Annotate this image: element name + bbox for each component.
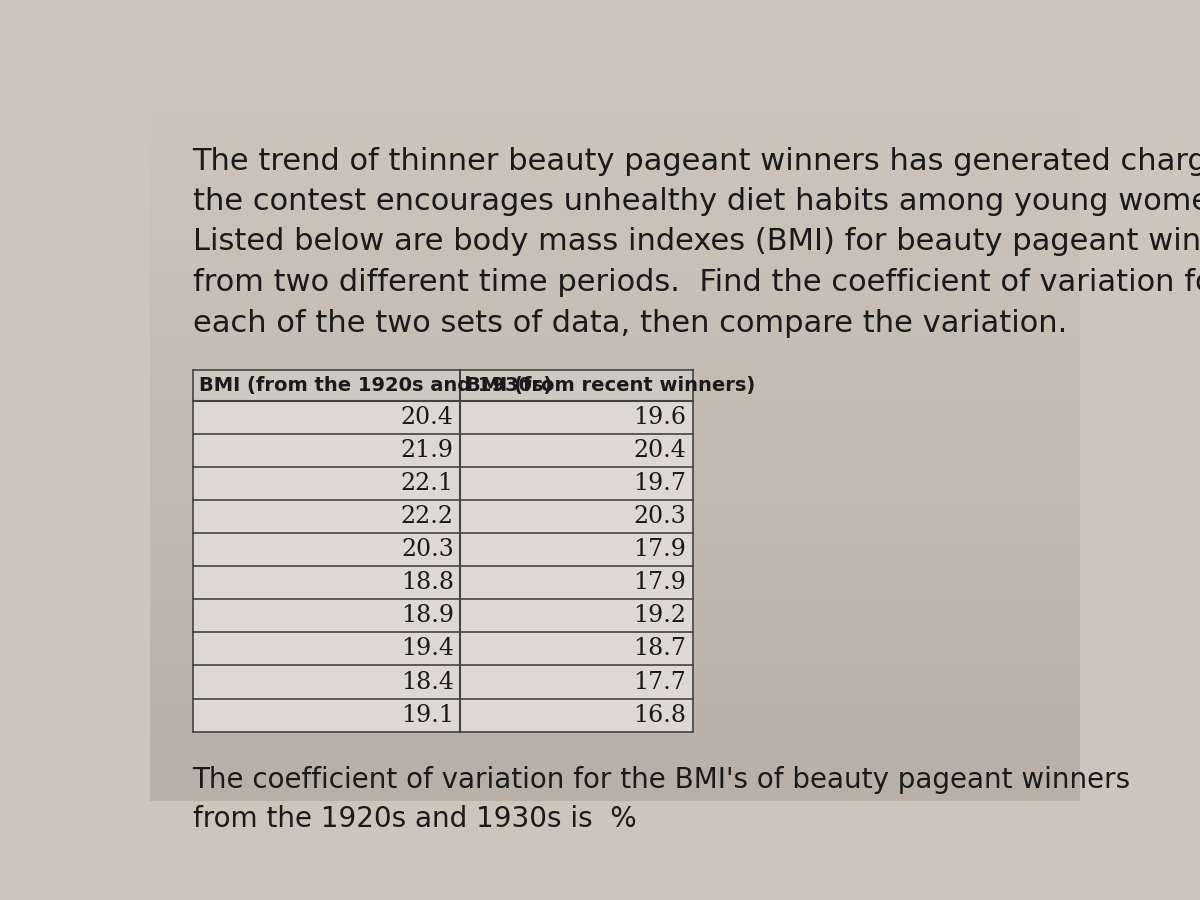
Text: 22.1: 22.1 [401, 472, 454, 495]
Bar [193, 599, 692, 633]
Text: BMI (from recent winners): BMI (from recent winners) [467, 375, 756, 395]
Bar [193, 566, 692, 599]
Text: 20.4: 20.4 [401, 406, 454, 428]
Text: 18.4: 18.4 [401, 670, 454, 694]
Text: 17.9: 17.9 [634, 572, 686, 594]
Text: 20.4: 20.4 [634, 439, 686, 462]
Text: 21.9: 21.9 [401, 439, 454, 462]
Text: The coefficient of variation for the BMI's of beauty pageant winners
from the 19: The coefficient of variation for the BMI… [193, 766, 1130, 833]
Text: The trend of thinner beauty pageant winners has generated charges that
the conte: The trend of thinner beauty pageant winn… [193, 147, 1200, 338]
Bar [193, 400, 692, 434]
Text: 19.1: 19.1 [401, 704, 454, 726]
Text: BMI (from the 1920s and 1930s): BMI (from the 1920s and 1930s) [199, 375, 552, 395]
Bar [193, 698, 692, 732]
Text: 16.8: 16.8 [634, 704, 686, 726]
Bar [193, 500, 692, 533]
Text: 19.6: 19.6 [634, 406, 686, 428]
Text: 22.2: 22.2 [401, 505, 454, 528]
Text: 17.9: 17.9 [634, 538, 686, 561]
Text: 19.2: 19.2 [634, 604, 686, 627]
Text: 17.7: 17.7 [634, 670, 686, 694]
Text: 20.3: 20.3 [401, 538, 454, 561]
Text: 19.4: 19.4 [401, 637, 454, 661]
Bar [193, 467, 692, 500]
Bar [193, 665, 692, 698]
Bar [193, 533, 692, 566]
Bar [193, 370, 692, 400]
Text: 18.7: 18.7 [634, 637, 686, 661]
Text: 18.8: 18.8 [401, 572, 454, 594]
Bar [193, 633, 692, 665]
Text: 20.3: 20.3 [634, 505, 686, 528]
Bar [193, 434, 692, 467]
Text: 19.7: 19.7 [634, 472, 686, 495]
Text: 18.9: 18.9 [401, 604, 454, 627]
